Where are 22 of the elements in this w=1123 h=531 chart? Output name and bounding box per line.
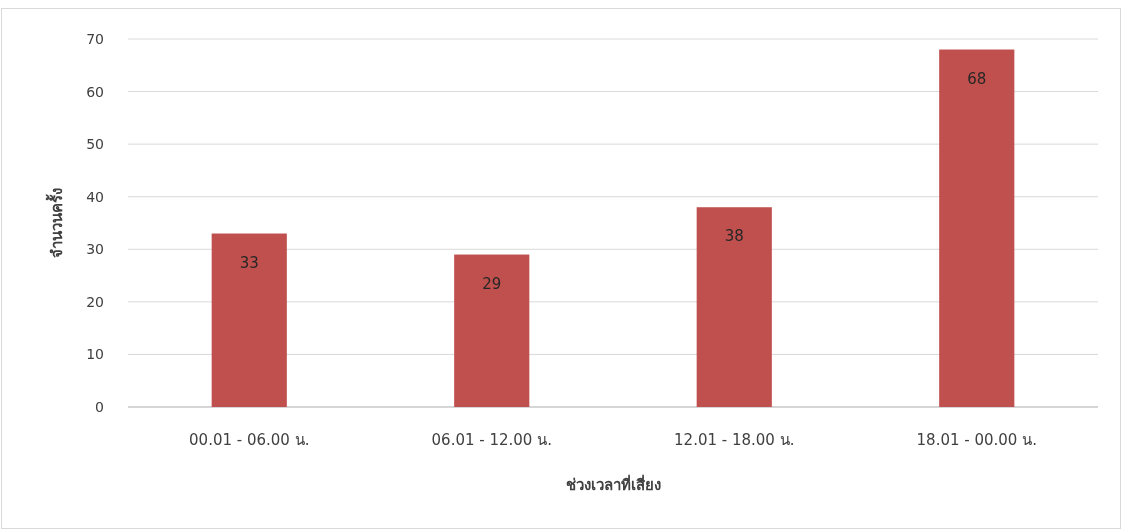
x-tick-label: 06.01 - 12.00 น.	[431, 431, 552, 449]
data-label: 68	[967, 69, 987, 88]
y-tick-label: 0	[95, 399, 104, 415]
x-axis-title: ช่วงเวลาที่เสี่ยง	[565, 474, 661, 494]
data-label: 38	[724, 227, 744, 246]
bar	[696, 207, 772, 407]
y-tick-label: 50	[86, 136, 104, 153]
x-tick-label: 12.01 - 18.00 น.	[674, 431, 795, 449]
bar	[454, 254, 530, 407]
y-tick-label: 20	[86, 293, 104, 310]
x-tick-label: 18.01 - 00.00 น.	[916, 431, 1037, 449]
bar	[939, 49, 1015, 407]
data-label: 29	[482, 274, 502, 293]
y-axis-title: จำนวนครั้ง	[45, 188, 66, 258]
y-tick-label: 30	[86, 241, 104, 258]
y-tick-label: 10	[86, 346, 104, 363]
data-label: 33	[239, 253, 259, 272]
bar	[211, 233, 287, 407]
y-tick-label: 70	[86, 31, 104, 47]
y-tick-label: 40	[86, 188, 104, 205]
x-tick-label: 00.01 - 06.00 น.	[189, 431, 310, 449]
y-tick-label: 60	[86, 83, 104, 100]
